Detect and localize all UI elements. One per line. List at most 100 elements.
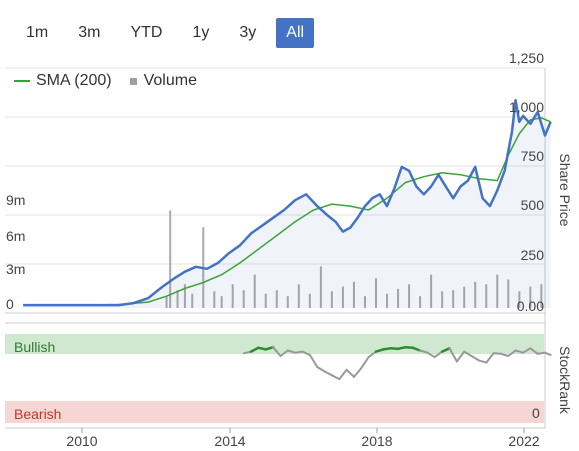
sma-legend-swatch: [14, 80, 30, 82]
price-series-line: [23, 98, 552, 307]
volume-bar: [363, 296, 366, 308]
volume-bar: [220, 296, 223, 308]
stockrank-segment: [279, 349, 289, 357]
sma-series-line: [23, 117, 551, 306]
stockrank-segment: [463, 350, 473, 357]
price-area-fill: [23, 100, 551, 308]
price-axis-ticks: 1,250 1,000 750 500 250 0.00: [509, 50, 544, 314]
stockrank-segment: [308, 353, 319, 368]
volume-tick-label: 6m: [6, 228, 25, 244]
stockrank-segment: [529, 347, 539, 355]
stockrank-axis-title: StockRank: [557, 346, 573, 415]
volume-tick-label: 3m: [6, 261, 25, 277]
stockrank-segment: [323, 370, 333, 377]
stockrank-segment: [500, 352, 510, 357]
price-tick-label: 250: [521, 247, 545, 263]
bullish-band: [5, 334, 544, 354]
volume-bar: [540, 284, 543, 308]
volume-legend-label[interactable]: Volume: [143, 72, 197, 89]
stockrank-segment: [419, 349, 429, 354]
volume-tick-label: 9m: [6, 192, 25, 208]
stockrank-segment: [294, 350, 304, 354]
range-button-all[interactable]: All: [276, 18, 315, 48]
x-tick-label: 2010: [66, 433, 97, 449]
price-tick-label: 1,250: [509, 50, 544, 66]
bearish-label: Bearish: [14, 406, 61, 422]
volume-bar: [264, 293, 267, 308]
volume-axis-ticks: 9m 6m 3m 0: [6, 192, 25, 312]
stockrank-segment: [448, 347, 458, 363]
volume-bar: [231, 284, 234, 308]
volume-bar: [319, 266, 322, 308]
volume-bar: [352, 281, 355, 308]
stockrank-segment: [396, 345, 407, 351]
stockrank-segment: [470, 355, 480, 362]
volume-bar: [529, 286, 532, 308]
range-button-ytd[interactable]: YTD: [130, 24, 163, 41]
range-button-1m[interactable]: 1m: [26, 24, 49, 41]
volume-bar: [485, 284, 488, 308]
volume-bar: [191, 293, 194, 308]
volume-bar: [297, 284, 300, 308]
volume-bar: [213, 291, 216, 308]
volume-bar: [308, 293, 311, 308]
stockrank-segment: [411, 346, 422, 352]
stockrank-segment: [426, 351, 436, 359]
x-tick-label: 2022: [508, 433, 539, 449]
x-tick-label: 2014: [214, 433, 245, 449]
volume-bars: [165, 210, 543, 308]
price-gridlines: [5, 67, 545, 429]
range-button-1y[interactable]: 1y: [192, 24, 210, 41]
price-tick-label: 500: [521, 197, 545, 213]
volume-bar: [286, 296, 289, 308]
stockrank-segment: [360, 356, 370, 370]
volume-bar: [397, 288, 400, 308]
x-tick-label: 2018: [361, 433, 392, 449]
volume-bar: [430, 274, 433, 308]
volume-bar: [165, 296, 168, 308]
volume-bar: [330, 291, 333, 308]
volume-bar: [169, 210, 172, 308]
price-tick-label: 1,000: [509, 99, 544, 115]
stockrank-segment: [433, 350, 444, 359]
volume-bar: [341, 286, 344, 308]
volume-bar: [441, 291, 444, 308]
stockrank-segment: [330, 374, 341, 381]
volume-tick-label: 0: [6, 296, 14, 312]
volume-bar: [496, 274, 499, 308]
stockrank-segment: [249, 346, 260, 353]
stockrank-segment: [257, 346, 268, 351]
stockrank-segment: [345, 368, 355, 378]
stockrank-series-line: [242, 345, 552, 381]
stockrank-segment: [536, 351, 546, 355]
stockrank-segment: [514, 349, 524, 354]
volume-legend-swatch: [129, 77, 137, 85]
stockrank-segment: [544, 351, 552, 356]
volume-bar: [386, 293, 389, 308]
volume-bar: [242, 290, 245, 308]
stockrank-segment: [367, 350, 377, 359]
stockrank-segment: [440, 347, 451, 353]
stockrank-segment: [374, 348, 385, 353]
volume-bar: [375, 278, 377, 308]
volume-bar: [176, 290, 179, 308]
volume-bar: [419, 296, 422, 308]
volume-bar: [463, 286, 466, 308]
volume-bar: [507, 279, 510, 308]
stockrank-segment: [507, 349, 517, 357]
stockrank-segment: [264, 345, 275, 351]
price-tick-label: 0.00: [517, 298, 544, 314]
volume-bar: [518, 291, 521, 308]
sma-legend-label[interactable]: SMA (200): [36, 72, 112, 89]
stockrank-segment: [477, 359, 488, 364]
range-button-3m[interactable]: 3m: [78, 24, 101, 41]
chart-legend: SMA (200) Volume: [14, 72, 197, 90]
stockrank-segment: [353, 367, 363, 378]
range-button-3y[interactable]: 3y: [239, 24, 257, 41]
stockrank-segment: [301, 350, 311, 356]
bullish-label: Bullish: [14, 339, 55, 355]
price-tick-label: 750: [521, 148, 545, 164]
volume-bar: [253, 274, 256, 308]
stockrank-zero-tick: 0: [532, 405, 540, 421]
